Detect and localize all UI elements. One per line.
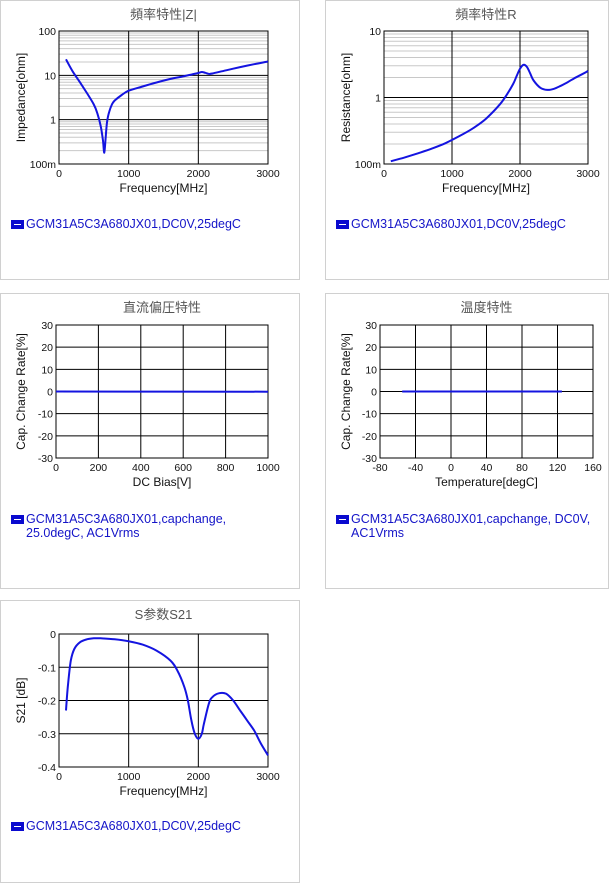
y-tick-label: 1 [50, 115, 56, 127]
y-tick-label: 10 [369, 26, 381, 38]
y-tick-label: 10 [41, 364, 53, 376]
y-tick-label: 1 [375, 93, 381, 105]
y-tick-label: -20 [362, 431, 377, 443]
y-tick-label: 0 [50, 629, 56, 641]
x-tick-label: 0 [381, 168, 387, 180]
x-axis-label: Frequency[MHz] [442, 181, 530, 195]
x-tick-label: 1000 [440, 168, 464, 180]
legend-s21[interactable]: GCM31A5C3A680JX01,DC0V,25degC [11, 819, 281, 833]
legend-resistance[interactable]: GCM31A5C3A680JX01,DC0V,25degC [336, 217, 596, 231]
y-axis-label: Cap. Change Rate[%] [14, 333, 28, 450]
y-axis-label: Resistance[ohm] [339, 53, 353, 142]
chart-s21: S参数S21 -0.4 -0.3 -0.2 -0.1 0 0 1000 2000 3000 Freq… [1, 601, 301, 884]
chart-title: S参数S21 [135, 607, 193, 622]
y-axis-label: S21 [dB] [14, 677, 28, 723]
x-tick-label: 120 [549, 462, 567, 474]
x-tick-label: 3000 [576, 168, 600, 180]
y-tick-label: -0.3 [38, 729, 56, 741]
y-tick-label: 10 [44, 70, 56, 82]
x-tick-label: 160 [584, 462, 602, 474]
y-axis-label: Impedance[ohm] [14, 53, 28, 142]
x-tick-label: 600 [174, 462, 192, 474]
y-tick-label: -0.1 [38, 662, 56, 674]
chart-title: 温度特性 [460, 300, 512, 315]
x-tick-label: 0 [56, 168, 62, 180]
legend-swatch [11, 220, 24, 229]
x-tick-label: 0 [53, 462, 59, 474]
series-line [66, 638, 268, 755]
series-line [391, 65, 588, 161]
legend-swatch [336, 220, 349, 229]
y-tick-label: 10 [365, 364, 377, 376]
x-tick-label: 200 [90, 462, 108, 474]
y-tick-label: 100m [355, 159, 382, 171]
y-tick-label: -10 [38, 409, 53, 421]
legend-impedance[interactable]: GCM31A5C3A680JX01,DC0V,25degC [11, 217, 281, 231]
y-tick-label: -0.4 [38, 762, 56, 774]
chart-title: 頻率特性|Z| [130, 7, 197, 22]
legend-label: GCM31A5C3A680JX01,DC0V,25degC [26, 819, 241, 833]
x-tick-label: -40 [408, 462, 423, 474]
x-tick-label: 2000 [187, 771, 211, 783]
legend-swatch [11, 822, 24, 831]
x-axis-label: DC Bias[V] [133, 475, 192, 489]
y-tick-label: 30 [365, 320, 377, 332]
y-tick-label: 20 [365, 342, 377, 354]
x-tick-label: 1000 [117, 168, 141, 180]
y-tick-label: 100 [38, 26, 56, 38]
legend-label: GCM31A5C3A680JX01,capchange, 25.0degC, A… [26, 512, 281, 540]
chart-panel-dc-bias: 直流偏圧特性 -30 -20 -10 0 10 20 30 0 200 400 600 800 1000 D… [0, 293, 300, 589]
y-tick-label: 100m [30, 159, 57, 171]
x-tick-label: 40 [481, 462, 493, 474]
x-tick-label: 800 [217, 462, 235, 474]
x-tick-label: 2000 [187, 168, 211, 180]
y-tick-label: -0.2 [38, 696, 56, 708]
x-axis-label: Frequency[MHz] [119, 181, 207, 195]
x-tick-label: 80 [516, 462, 528, 474]
x-tick-label: 1000 [256, 462, 280, 474]
y-tick-label: 0 [371, 387, 377, 399]
y-tick-label: -10 [362, 409, 377, 421]
chart-title: 頻率特性R [455, 7, 516, 22]
x-tick-label: 400 [132, 462, 150, 474]
x-tick-label: 2000 [508, 168, 532, 180]
legend-label: GCM31A5C3A680JX01,DC0V,25degC [26, 217, 241, 231]
y-axis-label: Cap. Change Rate[%] [339, 333, 353, 450]
chart-resistance: 頻率特性R 100m 1 10 0 1000 2000 3000 Frequency[MHz] R… [326, 1, 610, 281]
legend-swatch [336, 515, 349, 524]
y-tick-label: -20 [38, 431, 53, 443]
x-axis-label: Temperature[degC] [435, 475, 538, 489]
y-tick-label: 0 [47, 387, 53, 399]
y-tick-label: 30 [41, 320, 53, 332]
x-tick-label: -80 [372, 462, 387, 474]
chart-panel-s21: S参数S21 -0.4 -0.3 -0.2 -0.1 0 0 1000 2000 3000 Freq… [0, 600, 300, 883]
x-tick-label: 3000 [256, 771, 280, 783]
x-axis-label: Frequency[MHz] [119, 784, 207, 798]
y-tick-label: -30 [38, 453, 53, 465]
x-tick-label: 0 [448, 462, 454, 474]
legend-swatch [11, 515, 24, 524]
legend-label: GCM31A5C3A680JX01,capchange, DC0V, AC1Vr… [351, 512, 601, 540]
legend-dc-bias[interactable]: GCM31A5C3A680JX01,capchange, 25.0degC, A… [11, 512, 281, 540]
chart-dc-bias: 直流偏圧特性 -30 -20 -10 0 10 20 30 0 200 400 600 800 1000 D… [1, 294, 301, 590]
x-tick-label: 3000 [256, 168, 280, 180]
chart-title: 直流偏圧特性 [123, 300, 201, 315]
legend-label: GCM31A5C3A680JX01,DC0V,25degC [351, 217, 566, 231]
x-tick-label: 1000 [117, 771, 141, 783]
y-tick-label: 20 [41, 342, 53, 354]
x-tick-label: 0 [56, 771, 62, 783]
legend-temperature[interactable]: GCM31A5C3A680JX01,capchange, DC0V, AC1Vr… [336, 512, 601, 540]
chart-panel-resistance: 頻率特性R 100m 1 10 0 1000 2000 3000 Frequency[MHz] R… [325, 0, 609, 280]
